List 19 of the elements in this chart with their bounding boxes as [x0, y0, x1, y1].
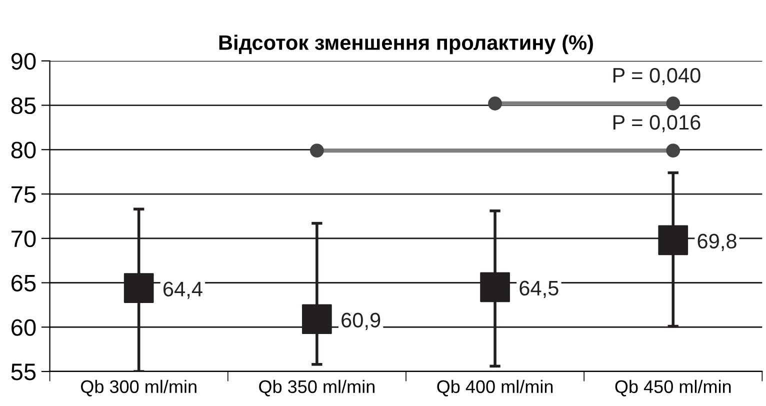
chart-title: Відсоток зменшення пролактину (%)	[219, 34, 593, 54]
data-label: 69,8	[698, 234, 736, 251]
y-tick-label: 60	[12, 319, 36, 336]
x-tick-label: Qb 450 ml/min	[615, 380, 731, 396]
x-tick-label: Qb 400 ml/min	[437, 380, 553, 396]
y-tick-label: 75	[12, 186, 36, 203]
data-label: 64,5	[520, 280, 558, 298]
x-tick-label: Qb 300 ml/min	[80, 380, 196, 396]
x-tick-label: Qb 350 ml/min	[259, 380, 374, 396]
data-label: 60,9	[342, 312, 380, 330]
data-label: 64,4	[164, 282, 202, 299]
y-tick-label: 65	[12, 274, 36, 292]
y-tick-label: 85	[11, 97, 36, 114]
y-tick-label: 80	[11, 142, 36, 158]
annotation: P = 0,040	[613, 68, 700, 86]
y-tick-label: 70	[12, 230, 36, 248]
annotation: P = 0,016	[613, 114, 700, 132]
y-tick-label: 90	[11, 52, 36, 70]
y-tick-label: 55	[11, 364, 36, 380]
